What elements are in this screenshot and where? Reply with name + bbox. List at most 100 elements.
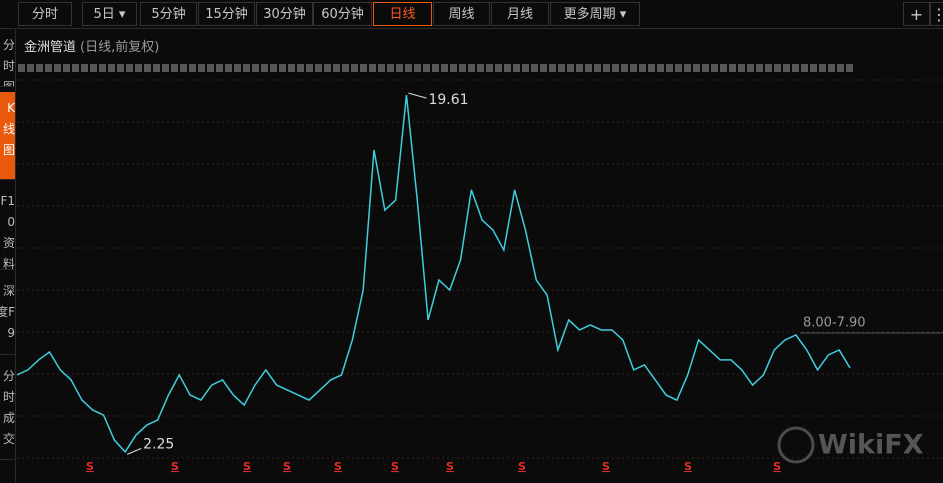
- side-tab[interactable]: K线图: [0, 92, 15, 180]
- obscured-text: [729, 64, 736, 72]
- obscured-text: [711, 64, 718, 72]
- obscured-text: [189, 64, 196, 72]
- obscured-text: [486, 64, 493, 72]
- obscured-text: [756, 64, 763, 72]
- side-tab[interactable]: 分时图: [0, 29, 15, 87]
- obscured-text: [18, 64, 25, 72]
- obscured-text: [666, 64, 673, 72]
- obscured-text: [477, 64, 484, 72]
- obscured-text: [180, 64, 187, 72]
- low-label: 2.25: [143, 436, 174, 452]
- obscured-text: [774, 64, 781, 72]
- obscured-text: [279, 64, 286, 72]
- obscured-text: [423, 64, 430, 72]
- signal-marker: S: [518, 460, 526, 473]
- side-tabs: 分时图 K线图 F10资料深度F9 分时成交: [0, 29, 16, 483]
- obscured-text: [441, 64, 448, 72]
- obscured-text: [72, 64, 79, 72]
- obscured-text: [414, 64, 421, 72]
- high-label: 19.61: [428, 92, 468, 108]
- obscured-text: [126, 64, 133, 72]
- obscured-text: [846, 64, 853, 72]
- tab[interactable]: 5分钟: [140, 2, 197, 26]
- obscured-text: [594, 64, 601, 72]
- obscured-text: [639, 64, 646, 72]
- obscured-text: [117, 64, 124, 72]
- side-tab[interactable]: F10资料: [0, 185, 15, 270]
- obscured-text: [504, 64, 511, 72]
- obscured-text: [657, 64, 664, 72]
- obscured-text: [90, 64, 97, 72]
- watermark-logo: [777, 426, 815, 464]
- obscured-text: [324, 64, 331, 72]
- action-button[interactable]: ⋮: [930, 2, 943, 26]
- obscured-text: [648, 64, 655, 72]
- tab[interactable]: 分时: [18, 2, 72, 26]
- obscured-text: [522, 64, 529, 72]
- stock-name: 金洲管道: [24, 40, 77, 55]
- action-button[interactable]: +: [903, 2, 930, 26]
- obscured-text: [162, 64, 169, 72]
- price-line: [16, 94, 851, 454]
- obscured-text: [531, 64, 538, 72]
- obscured-text: [585, 64, 592, 72]
- tab[interactable]: 60分钟: [313, 2, 372, 26]
- obscured-text: [234, 64, 241, 72]
- side-tab[interactable]: 深度F9: [0, 275, 15, 355]
- obscured-text: [450, 64, 457, 72]
- signal-marker: S: [171, 460, 179, 473]
- obscured-text: [432, 64, 439, 72]
- obscured-text: [315, 64, 322, 72]
- obscured-text: [837, 64, 844, 72]
- obscured-text: [459, 64, 466, 72]
- obscured-text: [621, 64, 628, 72]
- obscured-text: [567, 64, 574, 72]
- obscured-text: [576, 64, 583, 72]
- obscured-text: [351, 64, 358, 72]
- obscured-text: [63, 64, 70, 72]
- obscured-text: [684, 64, 691, 72]
- tab[interactable]: 30分钟: [256, 2, 313, 26]
- tab[interactable]: 月线: [491, 2, 549, 26]
- obscured-text: [135, 64, 142, 72]
- range-label: 8.00-7.90: [803, 316, 866, 331]
- obscured-text: [252, 64, 259, 72]
- obscured-text: [828, 64, 835, 72]
- obscured-text: [513, 64, 520, 72]
- obscured-text: [675, 64, 682, 72]
- obscured-text: [378, 64, 385, 72]
- signal-marker: S: [86, 460, 94, 473]
- obscured-text: [612, 64, 619, 72]
- tab[interactable]: 更多周期 ▾: [550, 2, 640, 26]
- obscured-text: [243, 64, 250, 72]
- signal-marker: S: [243, 460, 251, 473]
- header: 金洲管道 (日线,前复权): [24, 36, 159, 55]
- obscured-text: [216, 64, 223, 72]
- obscured-text: [792, 64, 799, 72]
- obscured-text: [342, 64, 349, 72]
- obscured-text: [45, 64, 52, 72]
- tab[interactable]: 周线: [433, 2, 490, 26]
- signal-marker: S: [602, 460, 610, 473]
- tab[interactable]: 15分钟: [198, 2, 255, 26]
- obscured-text: [261, 64, 268, 72]
- obscured-text: [396, 64, 403, 72]
- tab[interactable]: 日线: [373, 2, 432, 26]
- tab[interactable]: 5日 ▾: [82, 2, 137, 26]
- obscured-text: [630, 64, 637, 72]
- obscured-text: [495, 64, 502, 72]
- obscured-text: [801, 64, 808, 72]
- obscured-text: [144, 64, 151, 72]
- obscured-text: [306, 64, 313, 72]
- obscured-text: [468, 64, 475, 72]
- obscured-text: [333, 64, 340, 72]
- obscured-text: [81, 64, 88, 72]
- side-tab[interactable]: 分时成交: [0, 360, 15, 460]
- signal-marker: S: [684, 460, 692, 473]
- obscured-text: [153, 64, 160, 72]
- mode: (日线,前复权): [80, 40, 160, 55]
- obscured-text: [693, 64, 700, 72]
- obscured-text: [297, 64, 304, 72]
- signal-marker: S: [334, 460, 342, 473]
